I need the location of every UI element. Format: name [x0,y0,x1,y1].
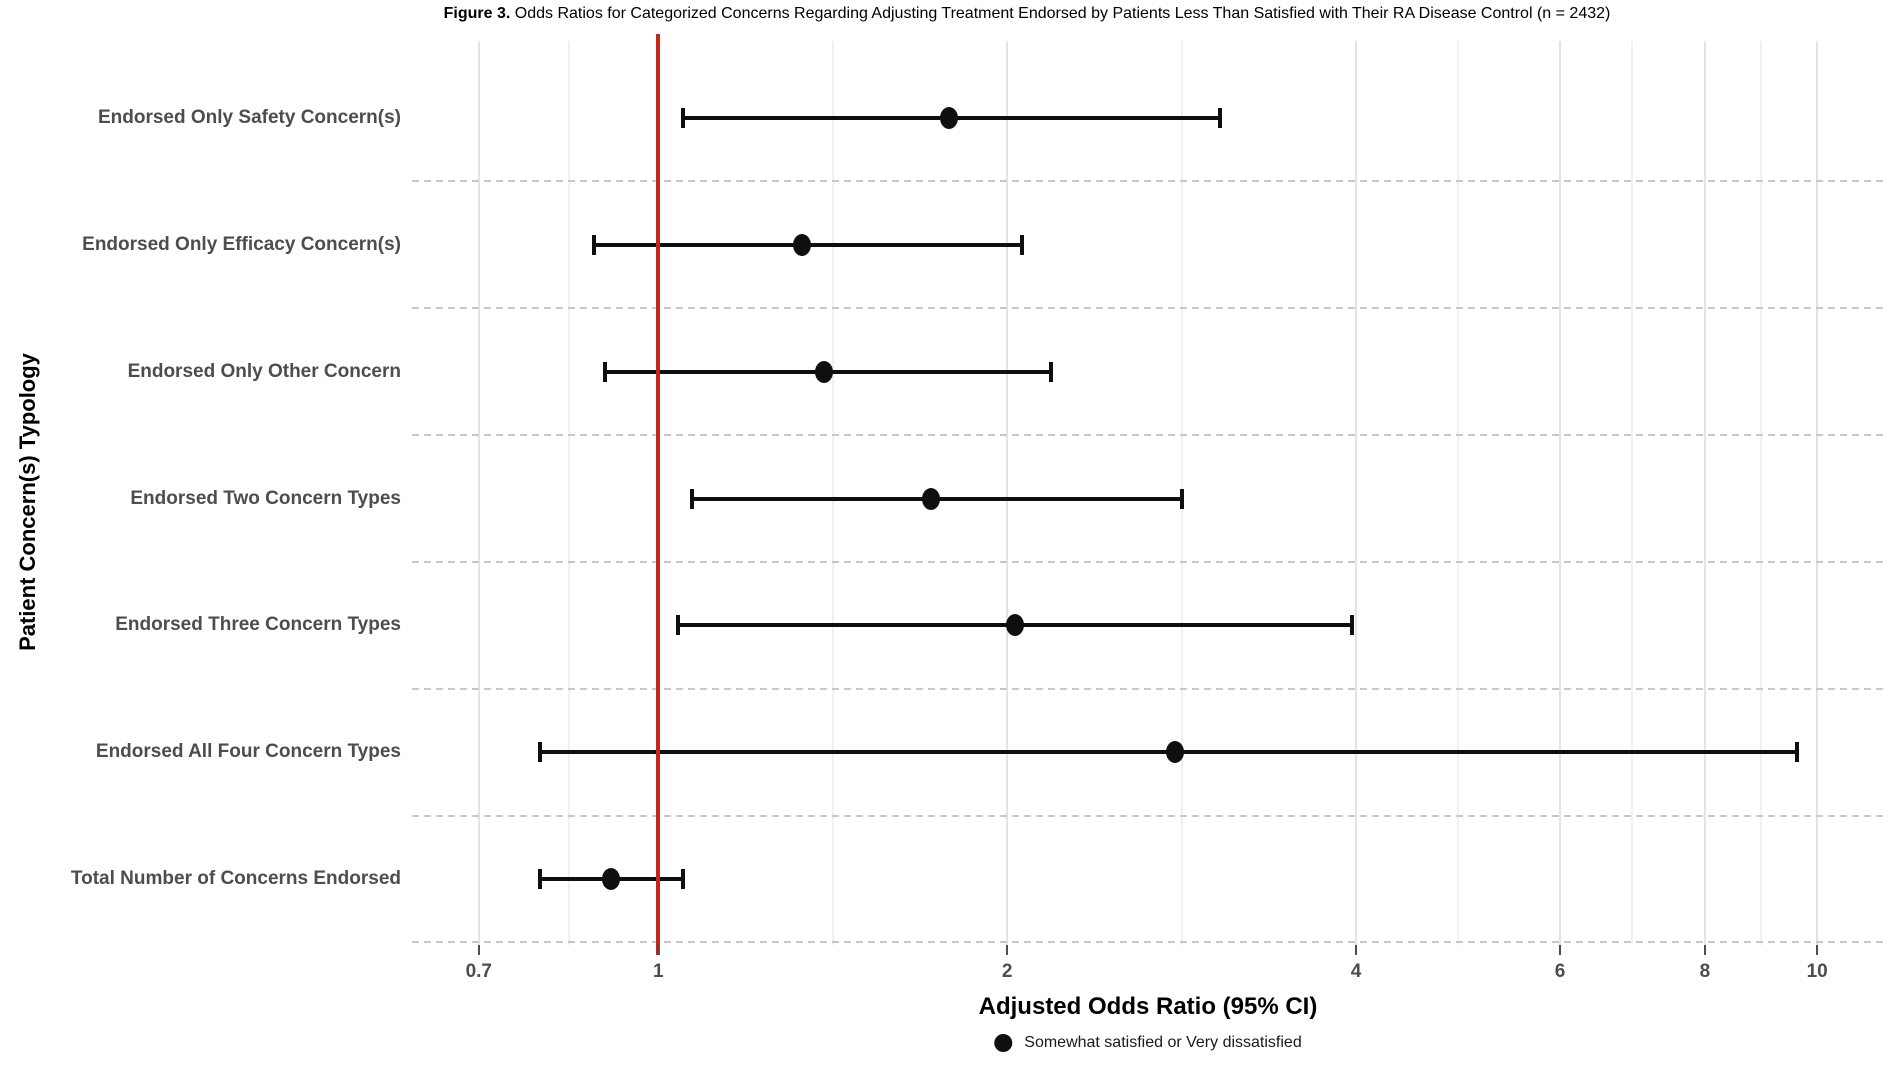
ci-upper-cap [1179,488,1184,509]
x-axis-tick [1355,945,1357,955]
ci-lower-cap [680,108,685,128]
odds-ratio-point [601,868,620,890]
x-axis-tick-label: 10 [1806,961,1828,982]
x-axis-tick-label: 2 [1001,961,1013,982]
ci-upper-cap [1795,742,1800,763]
x-axis-tick [657,945,660,955]
ci-lower-cap [591,234,596,255]
ci-upper-cap [1048,361,1053,382]
ci-upper-cap [1020,234,1025,255]
ci-lower-cap [537,742,542,763]
row-separator-line [412,687,1884,690]
legend-label: Somewhat satisfied or Very dissatisfied [1024,1034,1302,1051]
odds-ratio-point [939,107,958,129]
odds-ratio-point [1005,614,1024,637]
gridline-minor [1760,41,1762,945]
row-separator-line [412,307,1884,310]
ci-upper-cap [680,869,685,889]
x-axis-tick-label: 1 [653,961,664,982]
category-label: Endorsed Only Other Concern [127,360,401,382]
x-axis-tick [1703,945,1706,955]
gridline-major [477,41,480,945]
odds-ratio-point [922,487,941,510]
x-axis-tick-label: 4 [1350,961,1362,982]
category-label: Endorsed Three Concern Types [115,614,401,636]
x-axis-tick-label: 0.7 [465,961,492,982]
x-axis-title: Adjusted Odds Ratio (95% CI) [978,993,1318,1020]
gridline-major [1816,41,1819,945]
category-label: Total Number of Concerns Endorsed [70,868,401,889]
x-axis-tick [1816,945,1819,955]
gridline-minor [1457,41,1460,945]
row-separator-line [412,434,1884,437]
category-label: Endorsed Two Concern Types [130,487,401,509]
legend: Somewhat satisfied or Very dissatisfied [994,1034,1302,1052]
ci-lower-cap [603,361,608,382]
x-axis-tick [477,945,480,955]
x-axis-tick [1006,945,1009,955]
row-separator-line [412,814,1884,817]
row-separator-line [412,560,1884,563]
gridline-minor [831,41,834,945]
ci-lower-cap [690,488,695,509]
gridline-major [1703,41,1706,945]
ci-upper-cap [1217,108,1222,128]
x-axis-tick-label: 8 [1699,961,1711,982]
category-label: Endorsed Only Safety Concern(s) [97,107,401,128]
category-label: Endorsed Only Efficacy Concern(s) [82,233,401,255]
odds-ratio-point [792,233,811,256]
figure-title: Figure 3. Odds Ratios for Categorized Co… [444,5,1611,23]
odds-ratio-point [1165,741,1184,764]
gridline-minor [567,41,570,945]
gridline-minor [1631,41,1634,945]
gridline-major [1355,41,1357,945]
reference-line [656,34,661,955]
x-axis-tick [1559,945,1562,955]
ci-lower-cap [537,869,542,889]
gridline-major [1006,41,1009,945]
ci-lower-cap [676,615,681,636]
odds-ratio-point [815,360,834,383]
figure-title-prefix: Figure 3. [443,5,511,22]
x-axis-tick-label: 6 [1554,961,1566,982]
row-separator-line [412,180,1884,183]
ci-upper-cap [1350,615,1355,636]
gridline-major [1559,41,1562,945]
category-label: Endorsed All Four Concern Types [95,741,401,763]
figure-title-text: Odds Ratios for Categorized Concerns Reg… [510,5,1611,22]
legend-marker-icon [994,1034,1013,1052]
row-separator-line [412,941,1884,944]
